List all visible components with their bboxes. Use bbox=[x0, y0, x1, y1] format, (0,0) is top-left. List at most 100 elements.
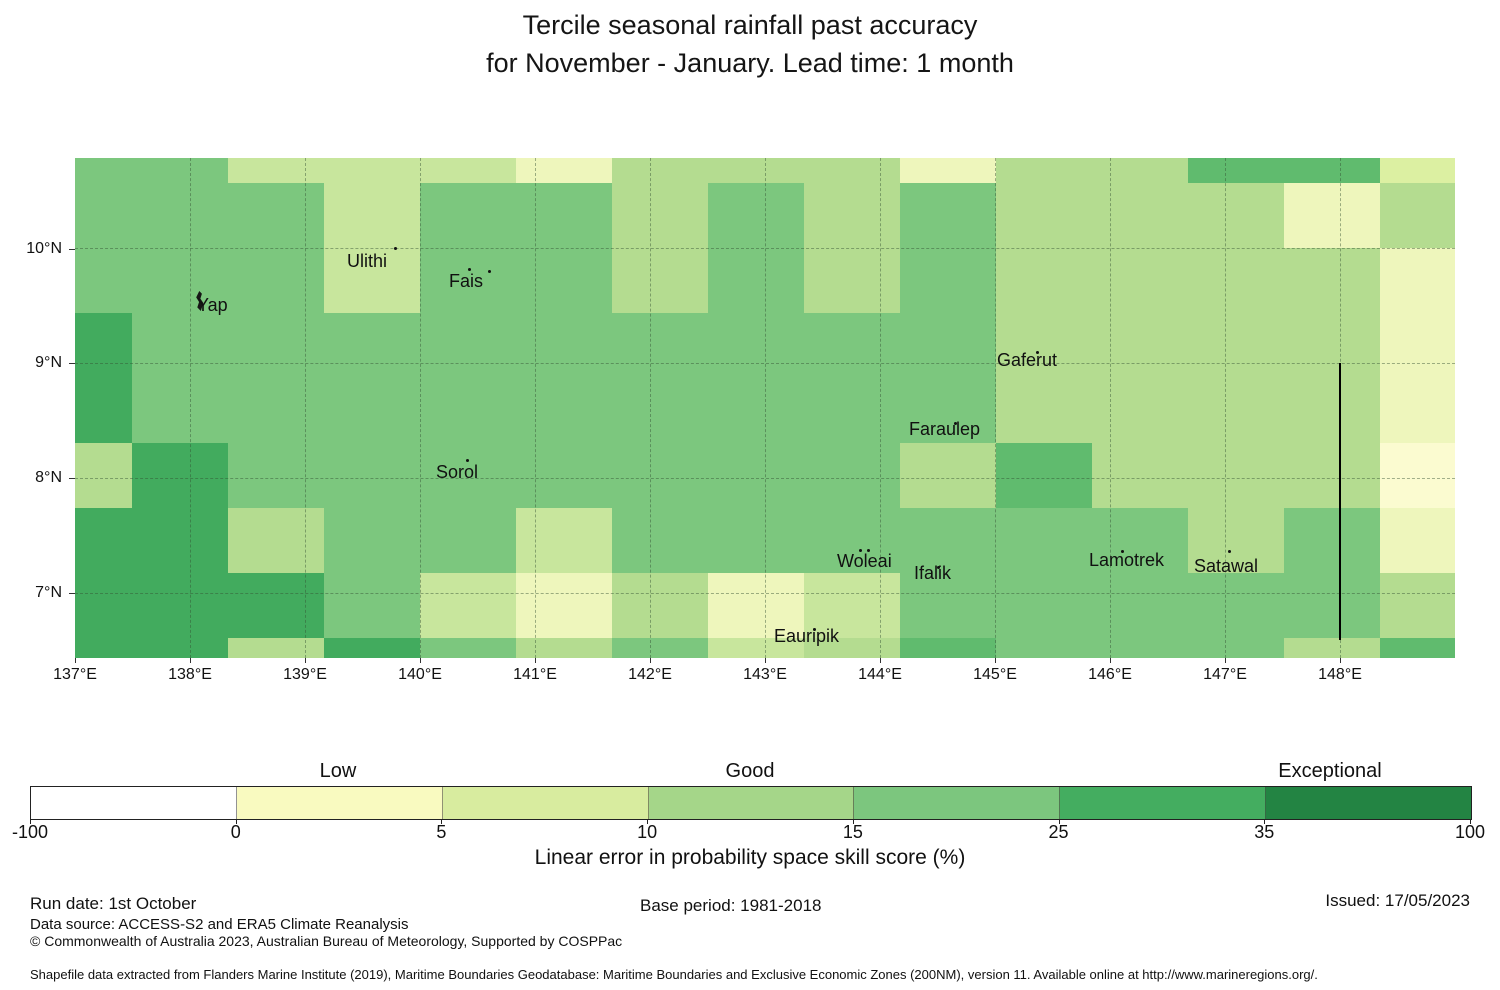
y-tick-label: 8°N bbox=[35, 469, 62, 486]
map-cell bbox=[900, 313, 996, 378]
map-cell bbox=[900, 508, 996, 573]
map-cell bbox=[1188, 573, 1284, 638]
x-tick-label: 142°E bbox=[628, 666, 672, 683]
map-cell bbox=[516, 313, 612, 378]
map-cell bbox=[228, 158, 324, 183]
latitude-gridline bbox=[75, 593, 1455, 594]
colorbar-tick-label: 10 bbox=[637, 822, 658, 842]
map-cell bbox=[1188, 248, 1284, 313]
map-cell bbox=[516, 638, 612, 658]
map-cell bbox=[900, 573, 996, 638]
map-cell bbox=[516, 183, 612, 248]
map-cell bbox=[132, 313, 228, 378]
colorbar-tick-label: 35 bbox=[1254, 822, 1275, 842]
x-tick-mark bbox=[420, 658, 421, 663]
chart-title: Tercile seasonal rainfall past accuracy … bbox=[0, 6, 1500, 82]
map-cell bbox=[708, 508, 804, 573]
map-cell bbox=[1092, 638, 1188, 658]
map-cell bbox=[996, 638, 1092, 658]
y-tick-label: 9°N bbox=[35, 354, 62, 371]
longitude-gridline bbox=[880, 158, 881, 658]
map-cell bbox=[1188, 378, 1284, 443]
x-tick-mark bbox=[305, 658, 306, 663]
map-cell bbox=[420, 158, 516, 183]
x-tick-mark bbox=[650, 658, 651, 663]
map-cell bbox=[1284, 313, 1380, 378]
chart-title-line2: for November - January. Lead time: 1 mon… bbox=[486, 48, 1014, 78]
island-marker-dot bbox=[859, 549, 862, 552]
x-tick-label: 139°E bbox=[283, 666, 327, 683]
map-cell bbox=[900, 443, 996, 508]
map-cell bbox=[75, 378, 132, 443]
map-cell bbox=[516, 248, 612, 313]
map-cell bbox=[708, 158, 804, 183]
map-cell bbox=[612, 508, 708, 573]
map-cell bbox=[324, 248, 420, 313]
map-cell bbox=[612, 638, 708, 658]
map-cell bbox=[612, 573, 708, 638]
map-cell bbox=[1380, 183, 1455, 248]
map-cell bbox=[75, 248, 132, 313]
longitude-gridline bbox=[650, 158, 651, 658]
colorbar-segment bbox=[648, 787, 855, 819]
map-cell bbox=[228, 248, 324, 313]
map-cell bbox=[996, 158, 1092, 183]
island-label: Faraulep bbox=[909, 419, 981, 439]
copyright-text: © Commonwealth of Australia 2023, Austra… bbox=[30, 933, 623, 949]
map-cell bbox=[324, 378, 420, 443]
island-marker-dot bbox=[954, 422, 957, 425]
map-cell bbox=[1284, 508, 1380, 573]
map-cell bbox=[516, 508, 612, 573]
island-marker-dot bbox=[1121, 550, 1124, 553]
map-cell bbox=[132, 378, 228, 443]
map-cell bbox=[1284, 378, 1380, 443]
map-cell bbox=[612, 183, 708, 248]
map-cell bbox=[900, 158, 996, 183]
island-marker-dot bbox=[466, 459, 469, 462]
map-cell bbox=[900, 638, 996, 658]
island-label: Fais bbox=[449, 271, 484, 291]
issued-text: Issued: 17/05/2023 bbox=[1325, 891, 1470, 910]
map-cell bbox=[804, 248, 900, 313]
x-tick-mark bbox=[1110, 658, 1111, 663]
map-cell bbox=[75, 443, 132, 508]
longitude-gridline bbox=[535, 158, 536, 658]
map-cell bbox=[1188, 443, 1284, 508]
island-label: Ulithi bbox=[347, 251, 388, 271]
map-cell bbox=[324, 573, 420, 638]
island-marker-dot bbox=[488, 270, 491, 273]
map-cell bbox=[804, 638, 900, 658]
longitude-gridline bbox=[995, 158, 996, 658]
colorbar-tick-label: 25 bbox=[1048, 822, 1069, 842]
colorbar-segment bbox=[236, 787, 443, 819]
map-cell bbox=[324, 158, 420, 183]
map-cell bbox=[228, 183, 324, 248]
longitude-gridline bbox=[1110, 158, 1111, 658]
map-cell bbox=[804, 508, 900, 573]
map-cell bbox=[132, 158, 228, 183]
map-cell bbox=[1380, 443, 1455, 508]
map-cell bbox=[612, 248, 708, 313]
x-tick-mark bbox=[535, 658, 536, 663]
colorbar-tick-mark bbox=[1264, 819, 1266, 824]
x-tick-mark bbox=[1340, 658, 1341, 663]
map-cell bbox=[420, 638, 516, 658]
map-cell bbox=[1092, 508, 1188, 573]
map-cell bbox=[75, 508, 132, 573]
map-cell bbox=[708, 248, 804, 313]
colorbar-category-label: Good bbox=[725, 760, 775, 782]
colorbar-tick-label: 15 bbox=[842, 822, 863, 842]
colorbar-segment bbox=[1060, 787, 1267, 819]
run-date-text: Run date: 1st October bbox=[30, 894, 197, 913]
longitude-gridline bbox=[420, 158, 421, 658]
shapefile-text: Shapefile data extracted from Flanders M… bbox=[30, 967, 1318, 982]
x-tick-label: 143°E bbox=[743, 666, 787, 683]
map-cell bbox=[1188, 183, 1284, 248]
map-cell bbox=[1092, 378, 1188, 443]
map-cell bbox=[900, 378, 996, 443]
island-label: Lamotrek bbox=[1089, 550, 1165, 570]
x-tick-label: 144°E bbox=[858, 666, 902, 683]
x-tick-label: 145°E bbox=[973, 666, 1017, 683]
map-cell bbox=[1092, 573, 1188, 638]
